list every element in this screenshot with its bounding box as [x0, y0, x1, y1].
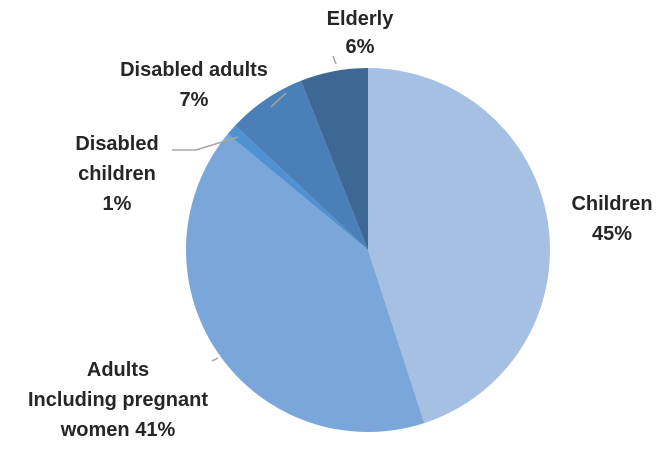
- pie-slice-children: [368, 68, 550, 424]
- slice-labels: Children 45% Adults Including pregnant women…: [28, 8, 653, 441]
- leader-line: [270, 92, 287, 108]
- pie-slices: [185, 68, 550, 432]
- pie-slice-adults-including-pregnant-women: [185, 133, 425, 432]
- leader-line: [211, 357, 219, 362]
- data-label-line: Elderly: [327, 8, 395, 30]
- data-label-line: 7%: [180, 89, 209, 111]
- data-label-line: children: [78, 163, 156, 185]
- data-label-line: Adults: [87, 359, 149, 381]
- leader-line: [332, 55, 337, 65]
- pie-slice-disabled-children: [227, 125, 368, 250]
- data-label-line: 1%: [103, 193, 132, 215]
- data-label: Adults Including pregnant women 41%: [28, 359, 208, 441]
- data-label-line: 45%: [592, 223, 632, 245]
- data-label: Elderly 6%: [327, 8, 395, 58]
- data-label-line: 6%: [346, 36, 375, 58]
- data-label: Children 45%: [571, 193, 652, 245]
- data-label: Disabled children 1%: [75, 133, 158, 215]
- data-label-line: Children: [571, 193, 652, 215]
- data-label-line: Including pregnant: [28, 389, 208, 411]
- pie-slice-elderly: [301, 68, 368, 250]
- pie-slice-disabled-adults: [235, 80, 368, 251]
- data-label: Disabled adults 7%: [120, 59, 268, 111]
- data-label-line: women 41%: [60, 419, 176, 441]
- data-label-line: Disabled: [75, 133, 158, 155]
- leader-lines: [172, 55, 337, 362]
- data-label-line: Disabled adults: [120, 59, 268, 81]
- leader-line: [172, 136, 239, 151]
